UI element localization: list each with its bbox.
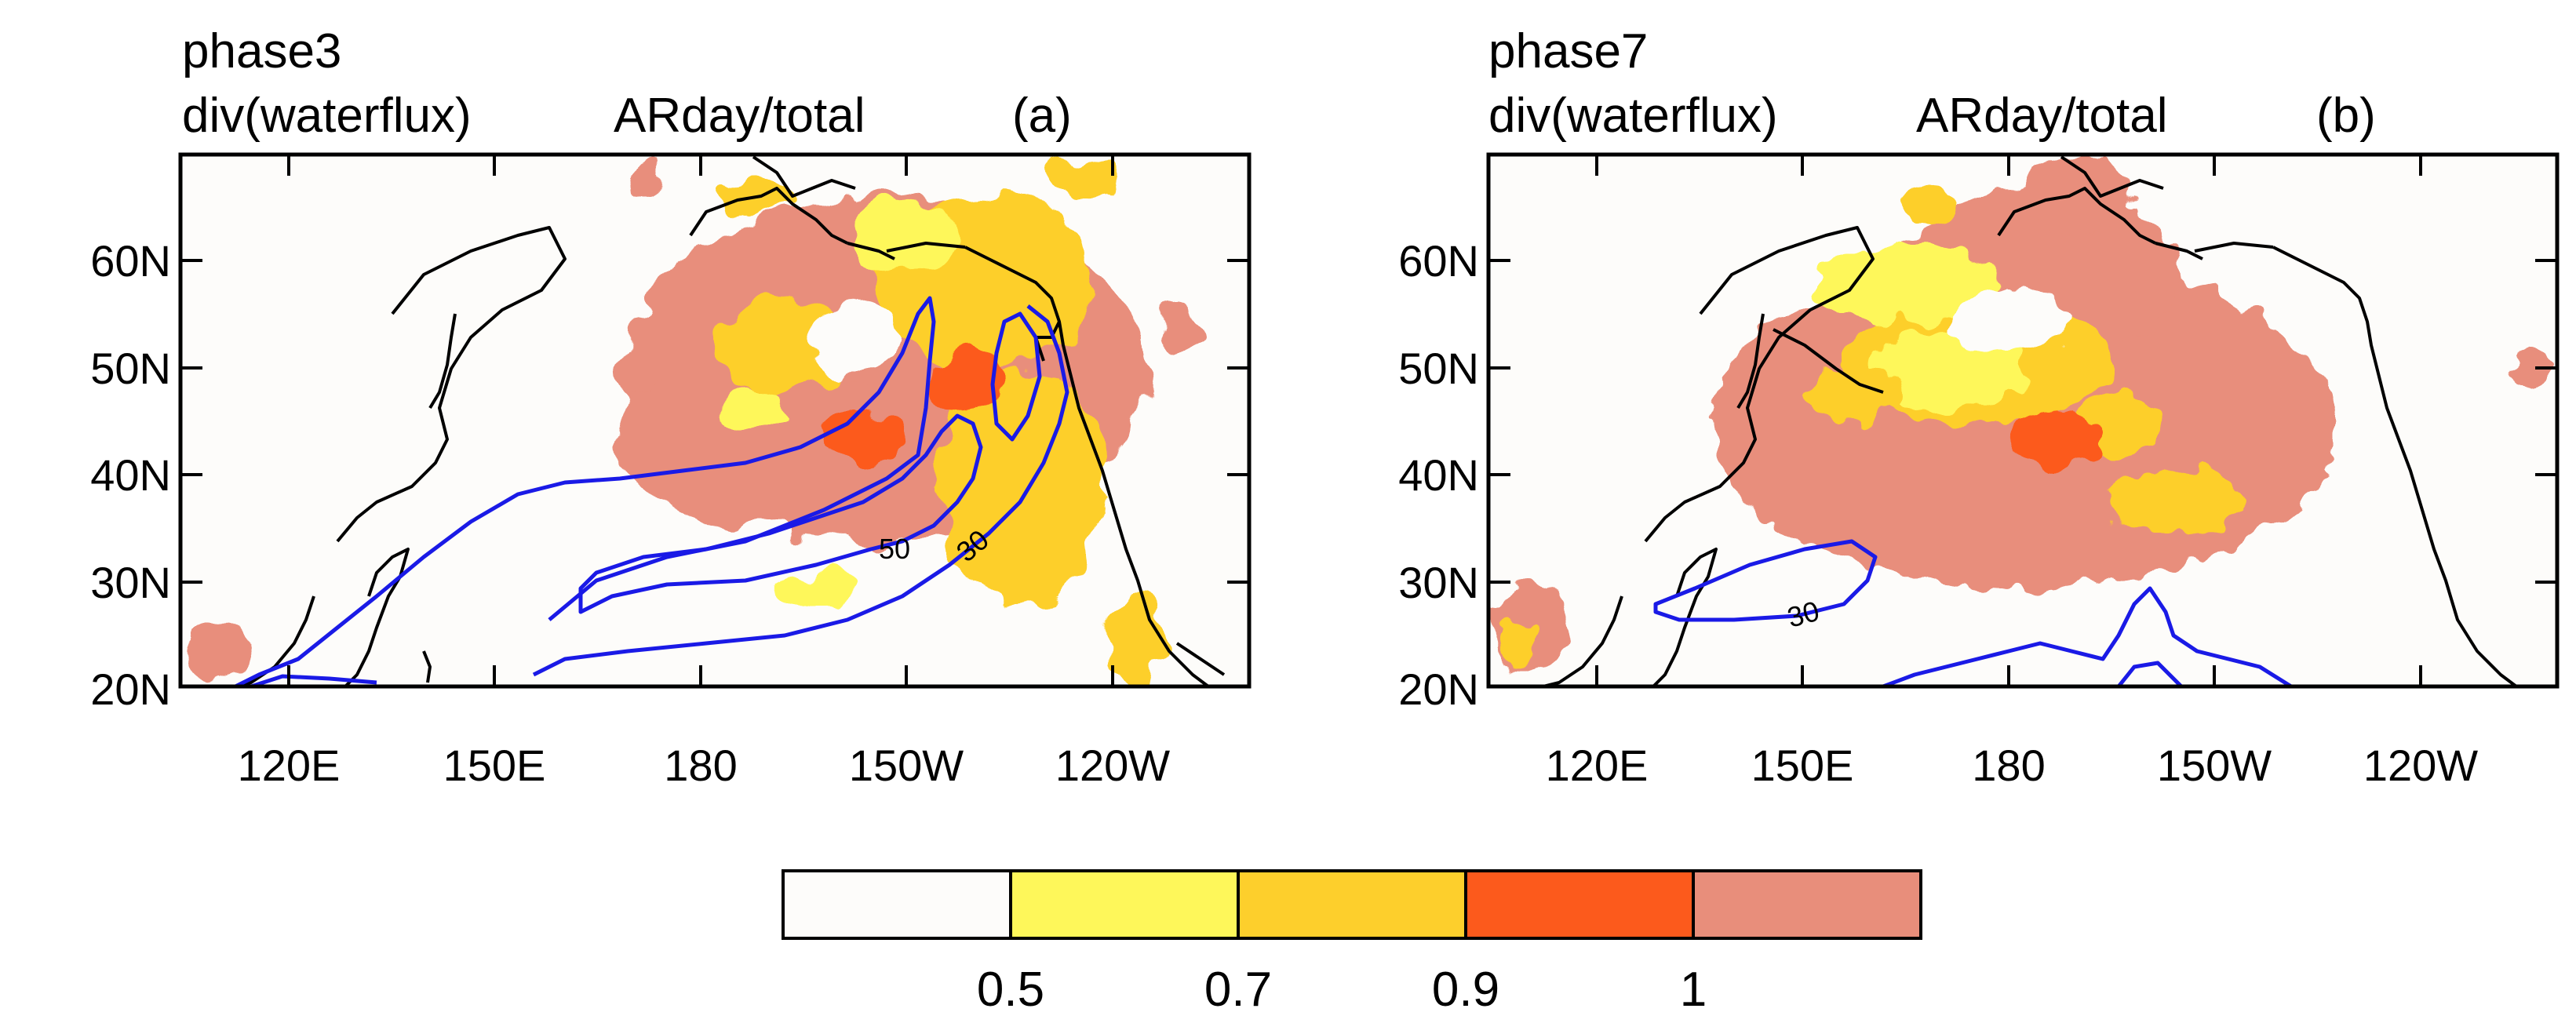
lon-tick-label: 120E xyxy=(238,741,341,790)
colorbar-box xyxy=(782,869,1012,940)
panel-b-lat-labels: 60N 50N 40N 30N 20N xyxy=(1398,236,1479,714)
lat-tick-label: 20N xyxy=(90,664,171,714)
colorbar-label: 0.9 xyxy=(1432,963,1499,1017)
panel-a-lat-labels: 60N 50N 40N 30N 20N xyxy=(90,236,171,714)
lon-tick-label: 180 xyxy=(664,741,737,790)
panel-b-contours: 30 xyxy=(1653,539,2293,686)
panel-b-ticks xyxy=(1488,155,2557,686)
lon-tick-label: 120E xyxy=(1546,741,1649,790)
panel-a-phase: phase3 xyxy=(182,24,341,78)
panel-b-label: (b) xyxy=(2316,89,2376,143)
panel-a-contour-label-50: 50 xyxy=(879,533,910,565)
lat-tick-label: 30N xyxy=(1398,558,1479,607)
lat-tick-label: 40N xyxy=(1398,450,1479,500)
panel-b-phase: phase7 xyxy=(1488,24,1648,78)
panel-a: phase3 div(waterflux) ARday/total (a) xyxy=(90,24,1252,790)
lat-tick-label: 30N xyxy=(90,558,171,607)
panel-a-frame xyxy=(178,152,1252,689)
panel-a-field: div(waterflux) xyxy=(182,89,472,143)
panel-a-lon-labels: 120E 150E 180 150W 120W xyxy=(238,741,1171,790)
colorbar-label: 1 xyxy=(1680,963,1707,1017)
panel-b-lon-labels: 120E 150E 180 150W 120W xyxy=(1546,741,2479,790)
lon-tick-label: 120W xyxy=(2363,741,2478,790)
lon-tick-label: 150W xyxy=(2157,741,2272,790)
lat-tick-label: 20N xyxy=(1398,664,1479,714)
lat-tick-label: 60N xyxy=(90,236,171,286)
panel-a-contours: 50 30 xyxy=(234,296,1069,686)
lon-tick-label: 180 xyxy=(1972,741,2045,790)
colorbar: 0.5 0.7 0.9 1 xyxy=(782,869,1922,1017)
colorbar-box xyxy=(1692,869,1922,940)
panel-b: phase7 div(waterflux) ARday/total (b) xyxy=(1398,24,2560,790)
colorbar-box xyxy=(1237,869,1467,940)
lon-tick-label: 120W xyxy=(1055,741,1170,790)
panel-b-field: div(waterflux) xyxy=(1488,89,1778,143)
panel-a-coastlines xyxy=(235,155,1226,686)
colorbar-box xyxy=(1464,869,1695,940)
lat-tick-label: 40N xyxy=(90,450,171,500)
colorbar-label: 0.5 xyxy=(977,963,1044,1017)
panel-a-label: (a) xyxy=(1012,89,1072,143)
colorbar-box xyxy=(1009,869,1240,940)
panel-b-variable: ARday/total xyxy=(1916,89,2168,143)
lon-tick-label: 150W xyxy=(849,741,964,790)
lon-tick-label: 150E xyxy=(443,741,546,790)
panel-b-frame xyxy=(1486,152,2560,689)
lat-tick-label: 50N xyxy=(90,344,171,393)
lon-tick-label: 150E xyxy=(1751,741,1854,790)
lat-tick-label: 60N xyxy=(1398,236,1479,286)
panel-a-variable: ARday/total xyxy=(614,89,865,143)
panel-a-ticks xyxy=(180,155,1249,686)
panel-b-shading xyxy=(1495,157,2554,675)
lat-tick-label: 50N xyxy=(1398,344,1479,393)
colorbar-label: 0.7 xyxy=(1204,963,1272,1017)
